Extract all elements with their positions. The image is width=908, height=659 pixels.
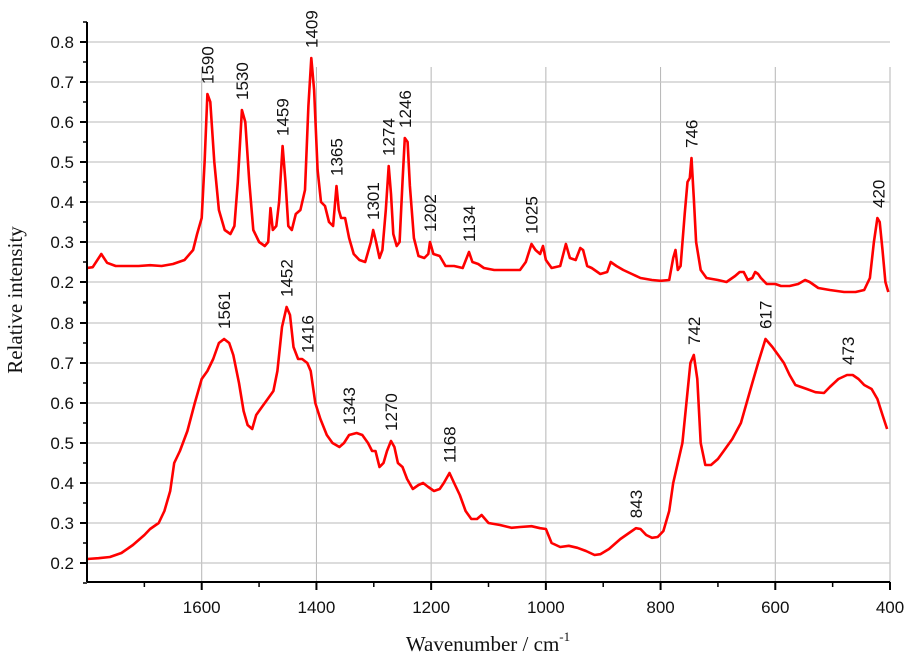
- peak-label: 1416: [298, 315, 317, 353]
- peak-label: 1270: [382, 393, 401, 431]
- peak-label: 1459: [274, 98, 293, 136]
- peak-label: 843: [627, 490, 646, 518]
- x-tick-label: 800: [646, 598, 674, 617]
- y-tick-label: 0.7: [50, 73, 74, 92]
- y-tick-label: 0.4: [50, 474, 74, 493]
- peak-label: 1025: [523, 196, 542, 234]
- y-tick-label: 0.3: [50, 233, 74, 252]
- x-tick-label: 1400: [298, 598, 336, 617]
- peak-label: 1168: [441, 426, 460, 463]
- upper-spectrum-line: [86, 56, 890, 294]
- grid: [87, 41, 891, 582]
- y-tick-label: 0.6: [50, 394, 74, 413]
- x-tick-label: 1200: [412, 598, 450, 617]
- peak-label: 1530: [233, 62, 252, 100]
- x-axis-title-text: Wavenumber / cm: [406, 632, 559, 656]
- x-axis-title: Wavenumber / cm-1: [406, 629, 570, 656]
- series-group: [86, 56, 890, 561]
- peak-label: 1246: [396, 90, 415, 128]
- y-tick-label: 0.5: [50, 434, 74, 453]
- peak-label: 1452: [278, 259, 297, 297]
- peak-label: 1301: [364, 182, 383, 220]
- x-tick-label: 1000: [527, 598, 565, 617]
- peak-label: 1590: [198, 46, 217, 84]
- peak-label: 1365: [328, 138, 347, 176]
- x-axis-title-superscript: -1: [559, 629, 570, 644]
- axes: 1600 1400 1200 1000 800 600 400 0.2 0.3 0.4 0.5 0.6…: [50, 21, 904, 617]
- lower-spectrum-line: [86, 305, 889, 561]
- peak-label: 742: [685, 317, 704, 345]
- x-tick-label: 600: [761, 598, 789, 617]
- y-axis-title: Relative intensity: [3, 226, 27, 374]
- peak-label: 746: [683, 120, 702, 148]
- x-tick-label: 1600: [183, 598, 221, 617]
- x-tick-label: 400: [876, 598, 904, 617]
- peak-label: 420: [870, 180, 889, 208]
- y-tick-label: 0.8: [50, 33, 74, 52]
- peak-label: 473: [839, 337, 858, 365]
- y-tick-label: 0.2: [50, 554, 74, 573]
- y-tick-label: 0.2: [50, 273, 74, 292]
- peak-label: 1409: [302, 10, 321, 48]
- y-tick-label: 0.4: [50, 193, 74, 212]
- y-tick-label: 0.7: [50, 354, 74, 373]
- y-tick-label: 0.6: [50, 113, 74, 132]
- peak-label: 1202: [421, 194, 440, 232]
- y-tick-label: 0.8: [50, 314, 74, 333]
- peak-label: 617: [757, 301, 776, 329]
- peak-label: 1274: [380, 118, 399, 156]
- peak-label: 1561: [215, 291, 234, 329]
- peak-label: 1343: [340, 387, 359, 425]
- y-tick-label: 0.3: [50, 514, 74, 533]
- y-tick-label: 0.5: [50, 153, 74, 172]
- peak-label: 1134: [460, 205, 479, 242]
